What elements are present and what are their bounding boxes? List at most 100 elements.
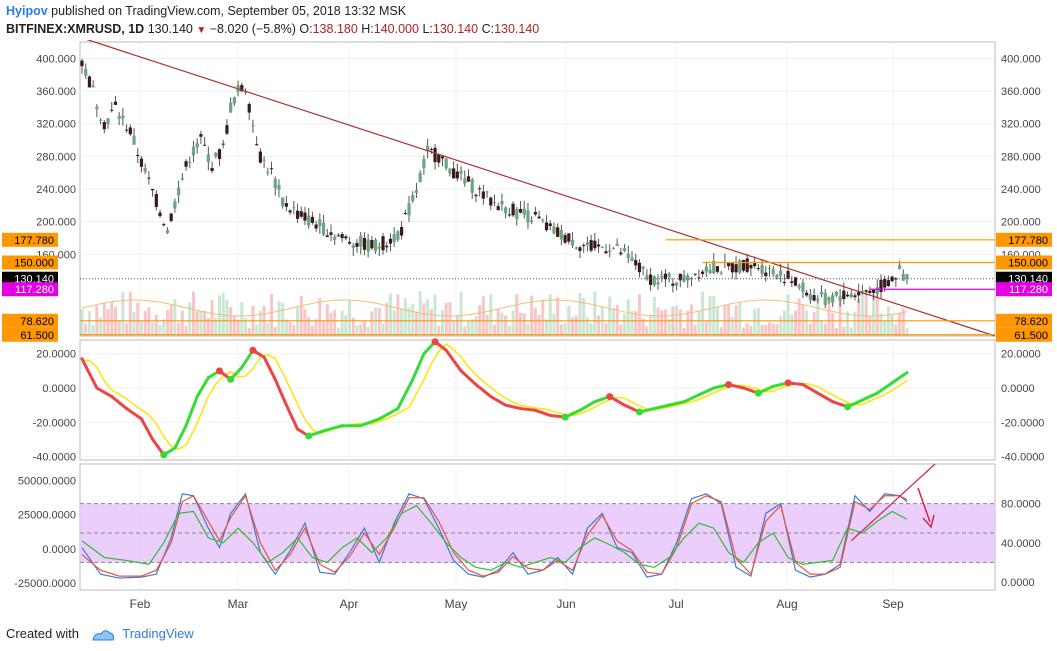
- volume-bar: [214, 317, 218, 336]
- candle-body: [719, 272, 723, 274]
- y-tick-right: 40.0000: [1001, 538, 1041, 550]
- candle-body: [585, 242, 590, 245]
- volume-bar: [507, 325, 511, 336]
- volume-bar: [493, 324, 496, 336]
- symbol-label[interactable]: BITFINEX:XMRUSD, 1D: [6, 22, 145, 36]
- volume-bar: [106, 309, 110, 336]
- candle-body: [634, 260, 638, 266]
- candle-body: [362, 238, 367, 250]
- candle-body: [206, 154, 210, 163]
- candle-body: [121, 115, 125, 119]
- volume-bar: [768, 322, 771, 336]
- volume-bar: [849, 327, 853, 336]
- candle-body: [630, 257, 634, 262]
- oscillator-segment: [533, 408, 552, 417]
- y-tick-right: 0.0000: [1001, 577, 1035, 589]
- candle-body: [492, 201, 497, 203]
- chart-canvas[interactable]: Feb Mar Apr May Jun Jul Aug Sep 400.000 400.000 36…: [0, 40, 1057, 620]
- candle-body: [98, 119, 103, 121]
- candle-body: [704, 266, 708, 272]
- oscillator-segment: [652, 403, 671, 411]
- volume-bar: [336, 327, 340, 336]
- candle-body: [132, 135, 136, 145]
- volume-bar: [307, 317, 311, 336]
- volume-bar: [585, 317, 589, 336]
- volume-bar: [481, 296, 485, 336]
- close-label: C:: [481, 22, 495, 36]
- y-tick-right: 320.000: [1001, 119, 1041, 131]
- volume-bar: [288, 321, 292, 336]
- candle-body: [162, 224, 166, 226]
- candle-body: [422, 159, 426, 169]
- volume-bar: [195, 311, 199, 336]
- x-tick-label: Apr: [340, 597, 359, 611]
- volume-bar: [548, 294, 552, 336]
- volume-bar: [582, 297, 586, 336]
- tradingview-logo-icon: [91, 629, 114, 641]
- candle-body: [80, 60, 84, 67]
- volume-bar: [244, 317, 248, 336]
- candle-body: [240, 85, 244, 92]
- volume-bar: [180, 310, 184, 336]
- cross-dot: [160, 451, 168, 459]
- candle-body: [886, 280, 891, 287]
- candle-body: [299, 211, 303, 217]
- candle-body: [307, 215, 311, 226]
- author-name[interactable]: Hyipov: [6, 4, 48, 18]
- volume-bar: [255, 324, 259, 336]
- volume-bar: [385, 302, 389, 336]
- candle-body: [574, 247, 578, 249]
- candle-body: [124, 129, 129, 131]
- candle-body: [463, 178, 467, 184]
- chart-header: Hyipov published on TradingView.com, Sep…: [0, 0, 1057, 40]
- volume-bar: [184, 326, 188, 336]
- candle-body: [269, 168, 274, 170]
- level-badge: [996, 313, 1052, 328]
- volume-bar: [400, 309, 404, 336]
- candle-body: [541, 219, 545, 221]
- oscillator-segment: [411, 352, 426, 381]
- volume-bar: [128, 291, 132, 336]
- volume-bar: [786, 294, 790, 336]
- oscillator-segment: [801, 383, 820, 395]
- volume-bar: [225, 299, 229, 336]
- high-label: H:: [361, 22, 374, 36]
- volume-bar: [403, 298, 407, 336]
- volume-bar: [749, 325, 753, 336]
- candle-body: [648, 274, 653, 285]
- candle-body: [158, 212, 162, 216]
- candle-body: [823, 292, 827, 306]
- candle-body: [84, 68, 88, 76]
- level-badge: [2, 313, 58, 328]
- volume-bar: [240, 301, 244, 336]
- candle-body: [805, 292, 809, 296]
- candle-body: [292, 207, 296, 209]
- low-label: L:: [422, 22, 433, 36]
- oscillator-segment: [322, 424, 344, 433]
- volume-bar: [697, 311, 701, 336]
- candle-body: [151, 188, 155, 191]
- tradingview-brand[interactable]: TradingView: [122, 626, 194, 641]
- volume-bar: [812, 312, 816, 336]
- cross-dot: [754, 389, 762, 397]
- y-tick-right: 360.000: [1001, 86, 1041, 98]
- candle-body: [894, 278, 898, 280]
- oscillator-segment: [359, 417, 381, 428]
- oscillator-segment: [184, 395, 199, 428]
- candle-body: [660, 275, 664, 278]
- volume-bar: [474, 316, 478, 336]
- low-value: 130.140: [432, 22, 479, 36]
- candle-body: [221, 143, 225, 145]
- volume-bar: [872, 293, 876, 336]
- candle-body: [697, 277, 701, 279]
- volume-bar: [329, 312, 333, 336]
- candle-body: [195, 143, 199, 148]
- volume-bar: [574, 315, 578, 336]
- volume-bar: [708, 296, 712, 336]
- candle-body: [314, 224, 318, 229]
- candle-body: [139, 158, 144, 167]
- candle-body: [645, 275, 649, 280]
- volume-bar: [437, 326, 441, 336]
- volume-bar: [727, 304, 731, 336]
- candle-body: [303, 212, 307, 221]
